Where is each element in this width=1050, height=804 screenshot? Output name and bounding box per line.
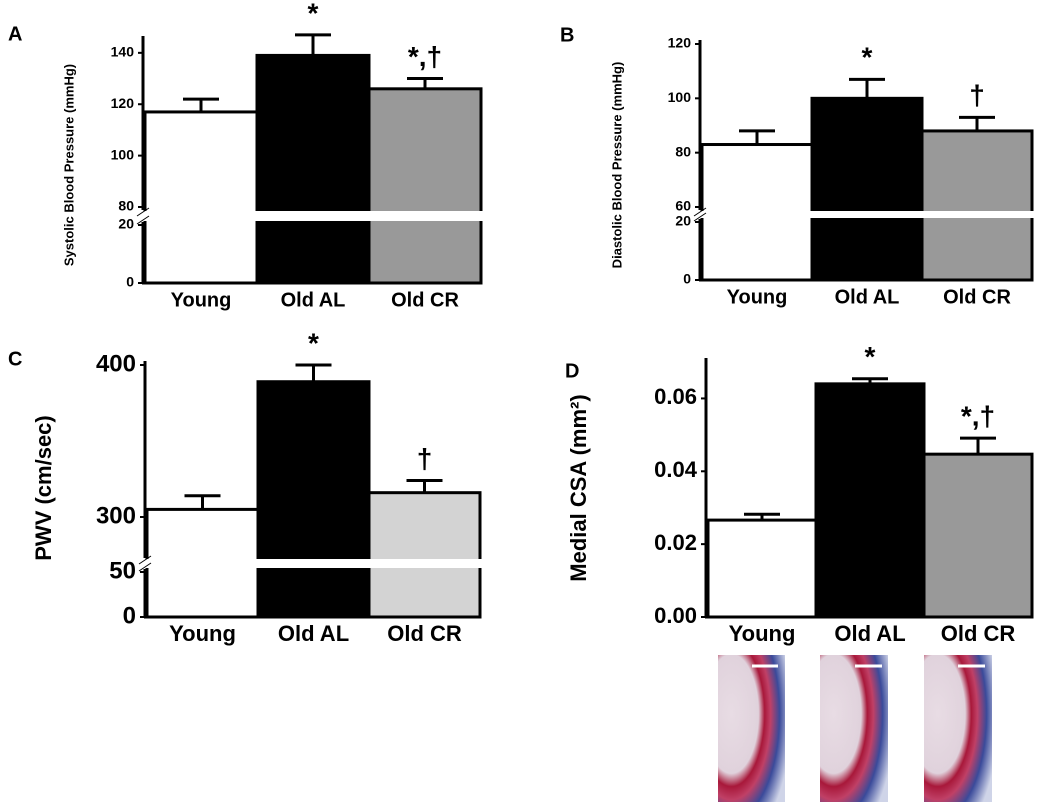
y-tick-label: 0.00 bbox=[654, 603, 697, 628]
y-tick-label: 140 bbox=[111, 44, 135, 60]
y-axis-label: Diastolic Blood Pressure (mmHg) bbox=[609, 62, 624, 269]
break-slash bbox=[136, 207, 150, 217]
y-tick-label: 0 bbox=[683, 271, 691, 287]
axis-break bbox=[125, 559, 484, 568]
axis-break bbox=[123, 211, 485, 221]
break-slash bbox=[138, 562, 152, 572]
y-tick-label: 400 bbox=[96, 350, 136, 377]
x-tick-label: Old AL bbox=[278, 621, 349, 646]
significance-mark: † bbox=[417, 443, 433, 474]
y-tick-label: 0 bbox=[123, 602, 136, 629]
significance-mark: * bbox=[308, 0, 319, 28]
bar bbox=[814, 382, 926, 619]
bar bbox=[920, 129, 1034, 282]
y-tick-label: 20 bbox=[675, 213, 691, 229]
axis-break bbox=[680, 211, 1036, 218]
significance-mark: *,† bbox=[961, 401, 995, 432]
significance-mark: * bbox=[862, 42, 873, 73]
bar bbox=[255, 53, 371, 285]
micrograph bbox=[718, 655, 785, 802]
y-axis-label: PWV (cm/sec) bbox=[31, 415, 56, 561]
y-tick-label: 100 bbox=[111, 146, 135, 162]
panel-label: A bbox=[8, 23, 22, 45]
significance-mark: * bbox=[865, 341, 876, 372]
significance-mark: † bbox=[969, 80, 985, 111]
x-tick-label: Old CR bbox=[391, 289, 459, 311]
y-tick-label: 80 bbox=[118, 198, 134, 214]
y-tick-label: 0.02 bbox=[654, 530, 697, 555]
bar bbox=[143, 110, 259, 285]
x-tick-label: Old AL bbox=[281, 289, 346, 311]
y-tick-label: 120 bbox=[668, 35, 692, 51]
y-tick-label: 100 bbox=[668, 89, 692, 105]
x-tick-label: Young bbox=[729, 621, 796, 646]
bar bbox=[810, 96, 924, 282]
y-tick-label: 60 bbox=[675, 198, 691, 214]
x-tick-label: Old CR bbox=[943, 286, 1011, 308]
x-tick-label: Young bbox=[169, 621, 236, 646]
y-tick-label: 0.06 bbox=[654, 384, 697, 409]
y-axis-label: Systolic Blood Pressure (mmHg) bbox=[61, 64, 76, 266]
break-slash bbox=[136, 215, 150, 225]
y-tick-label: 120 bbox=[111, 95, 135, 111]
bar bbox=[256, 380, 371, 619]
bar bbox=[922, 452, 1034, 619]
panel-label: B bbox=[560, 24, 574, 46]
x-tick-label: Old CR bbox=[941, 621, 1016, 646]
x-tick-label: Old AL bbox=[834, 621, 905, 646]
y-tick-label: 20 bbox=[118, 216, 134, 232]
x-tick-label: Young bbox=[727, 286, 788, 308]
x-tick-label: Old AL bbox=[835, 286, 900, 308]
y-axis-label: Medial CSA (mm²) bbox=[566, 394, 591, 581]
micrographs bbox=[718, 655, 992, 802]
bar bbox=[706, 518, 818, 619]
y-tick-label: 50 bbox=[109, 557, 136, 584]
y-tick-label: 0.04 bbox=[654, 457, 698, 482]
y-tick-label: 80 bbox=[675, 143, 691, 159]
bar bbox=[367, 491, 482, 619]
panel-label: C bbox=[8, 348, 22, 370]
bar bbox=[367, 87, 483, 285]
panel-label: D bbox=[565, 360, 579, 382]
micrograph bbox=[924, 655, 992, 802]
break-slash bbox=[693, 212, 707, 222]
y-tick-label: 0 bbox=[126, 274, 134, 290]
break-slash bbox=[138, 555, 152, 565]
significance-mark: * bbox=[308, 327, 319, 358]
x-tick-label: Young bbox=[171, 289, 232, 311]
break-slash bbox=[693, 207, 707, 217]
x-tick-label: Old CR bbox=[387, 621, 462, 646]
y-tick-label: 300 bbox=[96, 502, 136, 529]
significance-mark: *,† bbox=[408, 41, 442, 72]
micrograph bbox=[820, 655, 888, 802]
